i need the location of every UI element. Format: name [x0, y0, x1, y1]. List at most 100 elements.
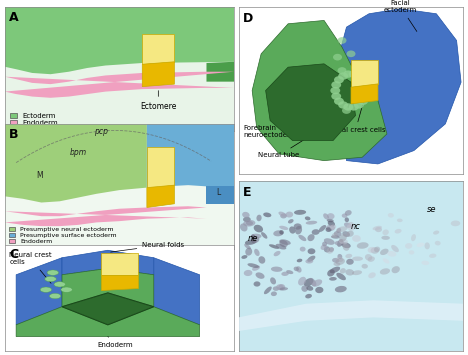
Ellipse shape	[246, 221, 253, 225]
Ellipse shape	[342, 231, 350, 237]
Ellipse shape	[417, 242, 424, 247]
Polygon shape	[142, 34, 175, 64]
Ellipse shape	[306, 221, 317, 225]
Ellipse shape	[299, 235, 307, 241]
Ellipse shape	[252, 266, 260, 271]
Ellipse shape	[307, 286, 313, 291]
Ellipse shape	[276, 284, 284, 290]
Ellipse shape	[340, 268, 346, 274]
Ellipse shape	[248, 263, 259, 268]
Polygon shape	[5, 124, 147, 202]
Polygon shape	[337, 9, 461, 164]
Ellipse shape	[264, 286, 272, 294]
Polygon shape	[101, 275, 138, 290]
Text: pcp: pcp	[94, 127, 108, 136]
Circle shape	[361, 81, 371, 88]
Circle shape	[354, 72, 364, 80]
Circle shape	[337, 37, 346, 44]
Ellipse shape	[294, 210, 306, 215]
Ellipse shape	[391, 245, 399, 252]
Ellipse shape	[244, 270, 252, 276]
Circle shape	[334, 98, 344, 105]
Polygon shape	[252, 21, 387, 160]
Ellipse shape	[293, 267, 299, 271]
Circle shape	[362, 87, 372, 94]
Ellipse shape	[348, 222, 354, 227]
Text: Neural crest cells: Neural crest cells	[325, 85, 386, 133]
Ellipse shape	[337, 239, 344, 247]
Ellipse shape	[251, 236, 259, 243]
Circle shape	[356, 97, 365, 104]
Ellipse shape	[324, 246, 330, 252]
Ellipse shape	[368, 256, 375, 262]
Ellipse shape	[383, 258, 389, 264]
Ellipse shape	[327, 213, 335, 219]
Ellipse shape	[312, 229, 320, 235]
Ellipse shape	[421, 261, 429, 265]
Circle shape	[344, 103, 353, 111]
Ellipse shape	[245, 248, 252, 256]
Ellipse shape	[298, 277, 306, 285]
Ellipse shape	[276, 244, 286, 250]
Ellipse shape	[297, 259, 302, 262]
Ellipse shape	[305, 217, 310, 220]
Ellipse shape	[256, 272, 264, 279]
Ellipse shape	[388, 213, 394, 218]
Ellipse shape	[254, 225, 263, 233]
Ellipse shape	[301, 285, 308, 292]
Text: A: A	[9, 11, 19, 24]
Polygon shape	[62, 293, 154, 325]
Ellipse shape	[387, 251, 396, 257]
Text: Endoderm: Endoderm	[97, 337, 132, 348]
Ellipse shape	[273, 286, 279, 291]
Ellipse shape	[280, 213, 287, 218]
Ellipse shape	[345, 254, 352, 258]
Circle shape	[45, 276, 56, 282]
Polygon shape	[266, 64, 356, 141]
Ellipse shape	[344, 223, 351, 228]
Ellipse shape	[329, 247, 334, 252]
Ellipse shape	[336, 257, 344, 262]
Text: Neural folds: Neural folds	[110, 242, 184, 252]
Text: ne: ne	[248, 234, 258, 243]
Ellipse shape	[347, 231, 354, 237]
Polygon shape	[101, 253, 138, 275]
Ellipse shape	[240, 223, 248, 231]
Text: B: B	[9, 128, 19, 141]
Ellipse shape	[362, 264, 368, 269]
Ellipse shape	[382, 229, 389, 235]
Ellipse shape	[278, 284, 285, 290]
Ellipse shape	[254, 282, 260, 286]
Ellipse shape	[289, 226, 296, 234]
Ellipse shape	[288, 219, 293, 223]
Ellipse shape	[300, 247, 306, 252]
Polygon shape	[154, 258, 200, 325]
Ellipse shape	[352, 256, 363, 261]
Text: L: L	[216, 188, 220, 197]
Ellipse shape	[278, 212, 286, 217]
Ellipse shape	[371, 247, 379, 254]
Polygon shape	[62, 250, 154, 275]
Polygon shape	[351, 60, 378, 87]
Circle shape	[330, 87, 340, 94]
Ellipse shape	[395, 229, 402, 234]
Circle shape	[40, 287, 51, 293]
Ellipse shape	[337, 254, 342, 259]
Ellipse shape	[397, 219, 402, 222]
Ellipse shape	[329, 277, 337, 281]
Circle shape	[349, 103, 358, 111]
Ellipse shape	[336, 226, 347, 232]
Ellipse shape	[451, 220, 460, 226]
Ellipse shape	[254, 249, 260, 256]
Ellipse shape	[242, 212, 249, 218]
Ellipse shape	[271, 291, 277, 296]
Ellipse shape	[435, 241, 441, 245]
Circle shape	[337, 67, 346, 74]
Polygon shape	[147, 185, 175, 207]
Text: Ectomere: Ectomere	[140, 91, 176, 111]
Ellipse shape	[322, 242, 327, 247]
Ellipse shape	[330, 267, 340, 273]
Circle shape	[50, 293, 61, 299]
Text: E: E	[243, 186, 252, 199]
Circle shape	[331, 81, 341, 88]
